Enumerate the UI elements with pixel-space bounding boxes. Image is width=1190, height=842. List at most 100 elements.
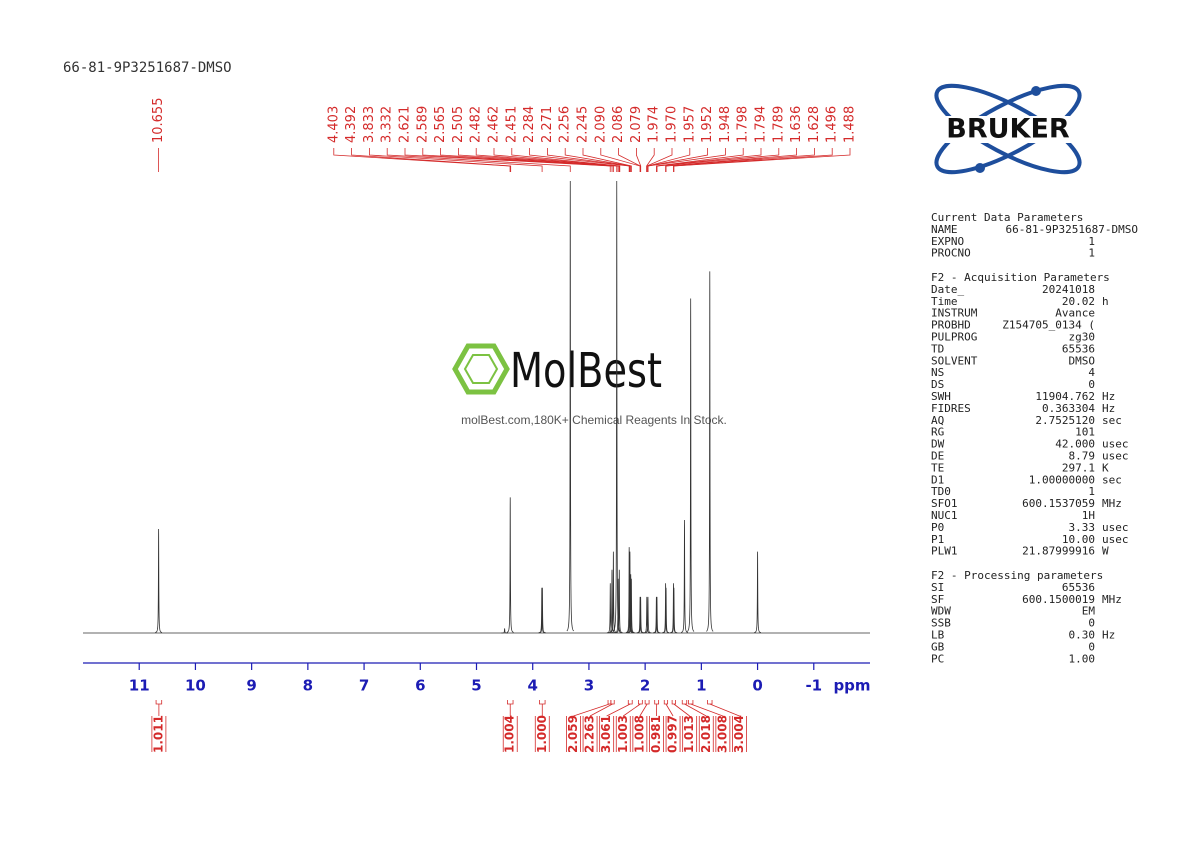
peak-label: 2.621 [398, 106, 413, 143]
peak [627, 578, 635, 634]
peak-connector [665, 148, 815, 172]
param-value: 2.7525120 [1035, 414, 1095, 427]
x-tick-label: 6 [415, 677, 425, 695]
param-name: SSB [931, 617, 951, 630]
peak [155, 529, 163, 633]
watermark-tagline: molBest.com,180K+ Chemical Reagents In S… [461, 413, 727, 427]
integral-label: 1.000 [535, 715, 549, 753]
sample-title: 66-81-9P3251687-DMSO [63, 60, 232, 76]
integral-connector [573, 703, 610, 717]
integral-connector [623, 703, 641, 717]
peak-connector [333, 148, 511, 172]
param-value: 66-81-9P3251687-DMSO [1006, 223, 1138, 236]
peak-label: 4.403 [326, 106, 341, 143]
integral-label: 1.011 [151, 715, 165, 753]
watermark-brand: MolBest [510, 343, 662, 399]
peak-connector [529, 148, 630, 172]
param-value: EM [1082, 605, 1096, 618]
param-name: P0 [931, 521, 944, 534]
param-unit: sec [1102, 473, 1122, 486]
integral-label: 1.008 [632, 715, 646, 753]
peak-label: 10.655 [151, 98, 166, 144]
peak-connector [475, 148, 619, 172]
x-tick-label: 0 [752, 677, 762, 695]
param-value: 10.00 [1062, 533, 1095, 546]
param-value: 65536 [1062, 342, 1095, 355]
logo-backing [926, 116, 1090, 143]
peak [501, 628, 508, 634]
peak-connector [368, 148, 543, 172]
peak-label: 2.451 [504, 106, 519, 143]
peak-connector [564, 148, 632, 172]
param-value: 0.30 [1069, 629, 1096, 642]
param-name: SWH [931, 390, 951, 403]
param-unit: MHz [1102, 593, 1122, 606]
peak-label: 1.957 [682, 106, 697, 143]
section-title: F2 - Acquisition Parameters [931, 271, 1110, 284]
integral-label: 2.059 [566, 715, 580, 753]
peak-connector [636, 148, 642, 172]
peak-label: 2.256 [558, 106, 573, 143]
integral-label: 1.003 [616, 715, 630, 753]
peak [754, 551, 762, 634]
peak [687, 298, 695, 632]
peak-connector [673, 148, 833, 172]
param-name: DW [931, 438, 945, 451]
integral-label: 0.997 [666, 715, 680, 753]
param-name: TD0 [931, 485, 951, 498]
param-unit: W [1102, 545, 1109, 558]
param-unit: sec [1102, 414, 1122, 427]
peak-label: 2.079 [629, 106, 644, 143]
x-tick-label: 4 [527, 677, 537, 695]
integral-connector [606, 703, 631, 717]
param-name: PC [931, 652, 944, 665]
peak-label: 1.496 [825, 106, 840, 143]
peak [653, 596, 661, 634]
param-name: SF [931, 593, 944, 606]
integral-label: 2.263 [583, 715, 597, 753]
peak-label: 3.332 [380, 106, 395, 143]
param-value: 11904.762 [1035, 390, 1095, 403]
watermark: MolBest molBest.com,180K+ Chemical Reage… [452, 343, 727, 427]
param-value: zg30 [1069, 331, 1096, 344]
param-value: 600.1537059 [1022, 497, 1095, 510]
peak-label: 1.798 [736, 106, 751, 143]
peak-label: 1.970 [665, 106, 680, 143]
param-unit: MHz [1102, 497, 1122, 510]
param-value: 1.00 [1069, 652, 1096, 665]
peak-connector [404, 148, 611, 172]
peak-connector [457, 148, 618, 172]
integral-label: 3.008 [715, 715, 729, 753]
peak-connector [647, 148, 726, 172]
param-name: DE [931, 450, 944, 463]
integral-connector [690, 703, 724, 717]
integral-bracket [688, 700, 694, 705]
peak [566, 180, 574, 632]
peak-label: 1.974 [647, 106, 662, 143]
peak-label: 2.090 [593, 106, 608, 143]
peak-connector [673, 148, 851, 172]
peak-label: 2.245 [576, 106, 591, 143]
peak-label: 1.628 [807, 106, 822, 143]
param-name: PLW1 [931, 545, 958, 558]
peak-label: 2.086 [611, 106, 626, 143]
param-value: DMSO [1069, 354, 1096, 367]
param-name: NUC1 [931, 509, 958, 522]
x-tick-label: 10 [185, 677, 206, 695]
param-name: PULPROG [931, 331, 977, 344]
param-name: FIDRES [931, 402, 971, 415]
param-name: D1 [931, 473, 944, 486]
peak [670, 587, 678, 634]
param-unit: usec [1102, 450, 1129, 463]
section-title: Current Data Parameters [931, 211, 1083, 224]
peak-connector [351, 148, 512, 172]
peak [637, 596, 645, 634]
param-name: DS [931, 378, 944, 391]
param-name: TD [931, 342, 944, 355]
param-name: P1 [931, 533, 944, 546]
integral-label: 2.018 [699, 715, 713, 753]
param-value: 42.000 [1055, 438, 1095, 451]
peak-label: 1.488 [843, 106, 858, 143]
peak [706, 271, 714, 632]
x-tick-label: 3 [584, 677, 594, 695]
